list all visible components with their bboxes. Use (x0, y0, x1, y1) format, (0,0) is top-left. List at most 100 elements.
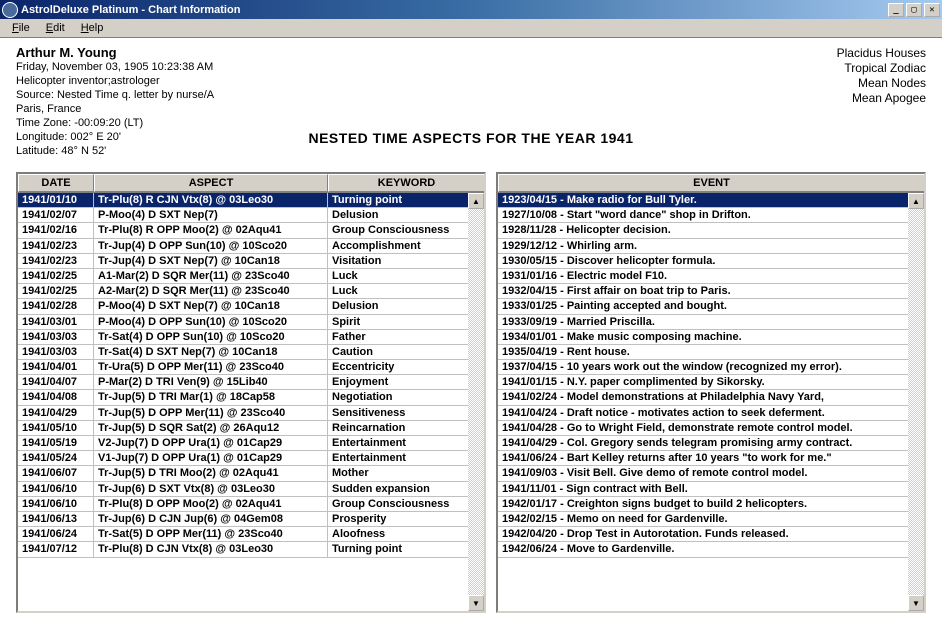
table-row[interactable]: 1941/02/23Tr-Jup(4) D SXT Nep(7) @ 10Can… (18, 254, 468, 269)
table-row[interactable]: 1941/01/15 - N.Y. paper complimented by … (498, 375, 908, 390)
cell-keyword: Aloofness (328, 527, 468, 541)
cell-aspect: Tr-Ura(5) D OPP Mer(11) @ 23Sco40 (94, 360, 328, 374)
table-row[interactable]: 1941/11/01 - Sign contract with Bell. (498, 482, 908, 497)
minimize-button[interactable]: _ (888, 3, 904, 17)
titlebar[interactable]: AstrolDeluxe Platinum - Chart Informatio… (0, 0, 942, 19)
table-row[interactable]: 1932/04/15 - First affair on boat trip t… (498, 284, 908, 299)
cell-date: 1941/05/10 (18, 421, 94, 435)
table-row[interactable]: 1941/07/12Tr-Plu(8) D CJN Vtx(8) @ 03Leo… (18, 542, 468, 557)
cell-event: 1929/12/12 - Whirling arm. (498, 239, 908, 253)
table-row[interactable]: 1941/05/10Tr-Jup(5) D SQR Sat(2) @ 26Aqu… (18, 421, 468, 436)
table-row[interactable]: 1941/03/03Tr-Sat(4) D SXT Nep(7) @ 10Can… (18, 345, 468, 360)
table-row[interactable]: 1941/03/01P-Moo(4) D OPP Sun(10) @ 10Sco… (18, 315, 468, 330)
close-button[interactable]: ✕ (924, 3, 940, 17)
cell-aspect: Tr-Plu(8) D OPP Moo(2) @ 02Aqu41 (94, 497, 328, 511)
table-row[interactable]: 1941/04/29Tr-Jup(5) D OPP Mer(11) @ 23Sc… (18, 406, 468, 421)
table-row[interactable]: 1941/09/03 - Visit Bell. Give demo of re… (498, 466, 908, 481)
table-row[interactable]: 1942/01/17 - Creighton signs budget to b… (498, 497, 908, 512)
cell-date: 1941/02/25 (18, 284, 94, 298)
table-row[interactable]: 1941/06/13Tr-Jup(6) D CJN Jup(6) @ 04Gem… (18, 512, 468, 527)
col-date[interactable]: DATE (18, 174, 94, 192)
table-row[interactable]: 1923/04/15 - Make radio for Bull Tyler. (498, 193, 908, 208)
table-row[interactable]: 1929/12/12 - Whirling arm. (498, 239, 908, 254)
table-row[interactable]: 1941/03/03Tr-Sat(4) D OPP Sun(10) @ 10Sc… (18, 330, 468, 345)
cell-keyword: Accomplishment (328, 239, 468, 253)
cell-date: 1941/07/12 (18, 542, 94, 556)
page-title: NESTED TIME ASPECTS FOR THE YEAR 1941 (16, 130, 926, 146)
cell-event: 1937/04/15 - 10 years work out the windo… (498, 360, 908, 374)
table-row[interactable]: 1941/04/29 - Col. Gregory sends telegram… (498, 436, 908, 451)
aspects-scrollbar[interactable]: ▲ ▼ (468, 193, 484, 611)
cell-aspect: Tr-Jup(6) D SXT Vtx(8) @ 03Leo30 (94, 482, 328, 496)
col-event[interactable]: EVENT (498, 174, 924, 192)
table-row[interactable]: 1941/02/25A1-Mar(2) D SQR Mer(11) @ 23Sc… (18, 269, 468, 284)
scroll-track[interactable] (468, 209, 484, 595)
table-row[interactable]: 1941/04/24 - Draft notice - motivates ac… (498, 406, 908, 421)
scroll-down-icon[interactable]: ▼ (468, 595, 484, 611)
aspects-header: DATE ASPECT KEYWORD (18, 174, 484, 193)
scroll-up-icon[interactable]: ▲ (908, 193, 924, 209)
table-row[interactable]: 1941/02/28P-Moo(4) D SXT Nep(7) @ 10Can1… (18, 299, 468, 314)
cell-aspect: P-Moo(4) D OPP Sun(10) @ 10Sco20 (94, 315, 328, 329)
cell-keyword: Reincarnation (328, 421, 468, 435)
cell-aspect: V2-Jup(7) D OPP Ura(1) @ 01Cap29 (94, 436, 328, 450)
table-row[interactable]: 1941/04/08Tr-Jup(5) D TRI Mar(1) @ 18Cap… (18, 390, 468, 405)
table-row[interactable]: 1941/02/23Tr-Jup(4) D OPP Sun(10) @ 10Sc… (18, 239, 468, 254)
content-area: Arthur M. Young Friday, November 03, 190… (0, 38, 942, 617)
cell-event: 1941/04/24 - Draft notice - motivates ac… (498, 406, 908, 420)
table-row[interactable]: 1941/04/01Tr-Ura(5) D OPP Mer(11) @ 23Sc… (18, 360, 468, 375)
table-row[interactable]: 1934/01/01 - Make music composing machin… (498, 330, 908, 345)
cell-date: 1941/03/01 (18, 315, 94, 329)
table-row[interactable]: 1935/04/19 - Rent house. (498, 345, 908, 360)
cell-aspect: P-Moo(4) D SXT Nep(7) (94, 208, 328, 222)
col-aspect[interactable]: ASPECT (94, 174, 328, 192)
table-row[interactable]: 1941/02/24 - Model demonstrations at Phi… (498, 390, 908, 405)
cell-aspect: V1-Jup(7) D OPP Ura(1) @ 01Cap29 (94, 451, 328, 465)
table-row[interactable]: 1942/04/20 - Drop Test in Autorotation. … (498, 527, 908, 542)
table-row[interactable]: 1941/04/28 - Go to Wright Field, demonst… (498, 421, 908, 436)
events-body: 1923/04/15 - Make radio for Bull Tyler.1… (498, 193, 924, 611)
table-row[interactable]: 1927/10/08 - Start "word dance" shop in … (498, 208, 908, 223)
cell-keyword: Spirit (328, 315, 468, 329)
table-row[interactable]: 1942/06/24 - Move to Gardenville. (498, 542, 908, 557)
cell-keyword: Caution (328, 345, 468, 359)
table-row[interactable]: 1941/04/07P-Mar(2) D TRI Ven(9) @ 15Lib4… (18, 375, 468, 390)
col-keyword[interactable]: KEYWORD (328, 174, 484, 192)
table-row[interactable]: 1941/06/24Tr-Sat(5) D OPP Mer(11) @ 23Sc… (18, 527, 468, 542)
cell-keyword: Luck (328, 284, 468, 298)
setting-nodes: Mean Nodes (837, 76, 926, 91)
menu-help[interactable]: Help (73, 20, 112, 36)
cell-aspect: Tr-Sat(4) D SXT Nep(7) @ 10Can18 (94, 345, 328, 359)
table-row[interactable]: 1941/05/24V1-Jup(7) D OPP Ura(1) @ 01Cap… (18, 451, 468, 466)
cell-keyword: Group Consciousness (328, 497, 468, 511)
cell-event: 1934/01/01 - Make music composing machin… (498, 330, 908, 344)
table-row[interactable]: 1941/05/19V2-Jup(7) D OPP Ura(1) @ 01Cap… (18, 436, 468, 451)
table-row[interactable]: 1941/01/10Tr-Plu(8) R CJN Vtx(8) @ 03Leo… (18, 193, 468, 208)
events-scrollbar[interactable]: ▲ ▼ (908, 193, 924, 611)
maximize-button[interactable]: ▢ (906, 3, 922, 17)
scroll-down-icon[interactable]: ▼ (908, 595, 924, 611)
menu-edit[interactable]: Edit (38, 20, 73, 36)
menubar: File Edit Help (0, 19, 942, 38)
scroll-up-icon[interactable]: ▲ (468, 193, 484, 209)
cell-keyword: Turning point (328, 542, 468, 556)
cell-aspect: Tr-Plu(8) D CJN Vtx(8) @ 03Leo30 (94, 542, 328, 556)
menu-file[interactable]: File (4, 20, 38, 36)
table-row[interactable]: 1930/05/15 - Discover helicopter formula… (498, 254, 908, 269)
table-row[interactable]: 1942/02/15 - Memo on need for Gardenvill… (498, 512, 908, 527)
table-row[interactable]: 1941/02/07P-Moo(4) D SXT Nep(7)Delusion (18, 208, 468, 223)
table-row[interactable]: 1928/11/28 - Helicopter decision. (498, 223, 908, 238)
scroll-track[interactable] (908, 209, 924, 595)
table-row[interactable]: 1933/01/25 - Painting accepted and bough… (498, 299, 908, 314)
cell-event: 1930/05/15 - Discover helicopter formula… (498, 254, 908, 268)
table-row[interactable]: 1937/04/15 - 10 years work out the windo… (498, 360, 908, 375)
table-row[interactable]: 1941/02/16Tr-Plu(8) R OPP Moo(2) @ 02Aqu… (18, 223, 468, 238)
table-row[interactable]: 1941/06/07Tr-Jup(5) D TRI Moo(2) @ 02Aqu… (18, 466, 468, 481)
cell-event: 1941/04/29 - Col. Gregory sends telegram… (498, 436, 908, 450)
table-row[interactable]: 1941/06/24 - Bart Kelley returns after 1… (498, 451, 908, 466)
table-row[interactable]: 1941/06/10Tr-Jup(6) D SXT Vtx(8) @ 03Leo… (18, 482, 468, 497)
table-row[interactable]: 1933/09/19 - Married Priscilla. (498, 315, 908, 330)
table-row[interactable]: 1931/01/16 - Electric model F10. (498, 269, 908, 284)
table-row[interactable]: 1941/02/25A2-Mar(2) D SQR Mer(11) @ 23Sc… (18, 284, 468, 299)
table-row[interactable]: 1941/06/10Tr-Plu(8) D OPP Moo(2) @ 02Aqu… (18, 497, 468, 512)
